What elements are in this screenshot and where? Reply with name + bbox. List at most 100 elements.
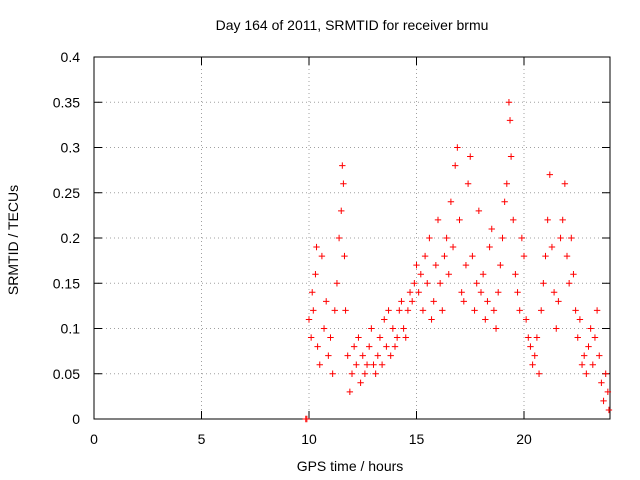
- data-point: [432, 261, 440, 269]
- data-point: [381, 316, 388, 323]
- data-point: [406, 289, 414, 296]
- data-point: [335, 234, 343, 242]
- data-point: [565, 280, 573, 287]
- data-point: [535, 370, 543, 377]
- data-point: [514, 289, 521, 296]
- data-point: [458, 289, 465, 296]
- y-tick-label: 0.35: [53, 94, 80, 110]
- data-point: [346, 388, 354, 396]
- data-point: [402, 334, 409, 341]
- data-point: [350, 343, 358, 350]
- x-tick-label: 15: [409, 431, 425, 447]
- data-point: [409, 298, 416, 305]
- data-point: [475, 207, 483, 215]
- data-point: [434, 216, 442, 224]
- data-point: [316, 361, 323, 368]
- data-point: [490, 307, 498, 314]
- data-point: [389, 325, 397, 332]
- data-point: [404, 307, 412, 314]
- data-point: [538, 307, 545, 314]
- data-point: [522, 316, 530, 323]
- data-point: [505, 99, 513, 106]
- data-point: [542, 252, 549, 260]
- data-point: [492, 325, 500, 332]
- data-point: [469, 252, 476, 260]
- data-point: [305, 316, 313, 323]
- data-point: [598, 379, 605, 386]
- data-point: [430, 298, 437, 305]
- data-point: [398, 298, 405, 305]
- data-point: [578, 361, 586, 368]
- data-point: [417, 271, 424, 278]
- data-point: [527, 343, 534, 350]
- data-point: [559, 216, 566, 224]
- data-point: [385, 307, 392, 314]
- data-point: [368, 325, 375, 332]
- data-point: [393, 334, 401, 341]
- x-axis-label: GPS time / hours: [297, 458, 404, 474]
- data-point: [529, 361, 536, 368]
- data-point: [572, 307, 579, 314]
- data-point: [415, 289, 422, 296]
- data-point: [587, 325, 594, 332]
- data-point: [550, 289, 558, 296]
- data-point: [512, 271, 519, 278]
- data-point: [576, 316, 584, 323]
- data-point: [473, 280, 480, 287]
- y-tick-label: 0.2: [61, 230, 81, 246]
- data-point: [436, 280, 444, 287]
- y-tick-label: 0.1: [61, 321, 81, 337]
- data-point: [355, 334, 362, 341]
- y-axis-label: SRMTID / TECUs: [5, 185, 21, 295]
- data-point: [568, 234, 575, 242]
- data-point: [467, 153, 474, 160]
- data-point: [307, 334, 315, 341]
- data-point: [495, 289, 502, 296]
- data-point: [518, 234, 526, 242]
- data-point: [604, 388, 612, 396]
- data-point: [605, 406, 613, 414]
- data-point: [309, 289, 316, 296]
- data-point: [318, 252, 326, 260]
- data-point: [471, 307, 478, 314]
- data-point: [464, 180, 472, 187]
- data-point: [548, 243, 556, 251]
- data-point: [428, 316, 435, 323]
- data-point: [359, 352, 366, 359]
- data-point: [449, 243, 457, 251]
- data-point: [486, 243, 493, 251]
- data-point: [510, 216, 517, 224]
- data-point: [445, 271, 452, 278]
- y-tick-label: 0: [72, 411, 80, 427]
- data-point: [313, 243, 320, 251]
- data-point: [439, 307, 446, 314]
- x-tick-label: 5: [198, 431, 206, 447]
- data-point: [497, 261, 504, 269]
- data-point: [460, 298, 467, 305]
- y-tick-label: 0.3: [61, 140, 81, 156]
- data-point: [443, 234, 450, 242]
- data-point: [378, 361, 386, 368]
- data-point: [482, 316, 489, 323]
- data-point: [503, 180, 510, 187]
- y-tick-label: 0.4: [61, 49, 81, 65]
- data-point: [323, 298, 330, 305]
- data-point: [329, 370, 336, 377]
- data-point: [383, 343, 390, 350]
- data-point: [525, 334, 532, 341]
- data-point: [447, 198, 455, 205]
- data-point: [363, 361, 371, 368]
- data-point: [602, 370, 609, 377]
- data-point: [544, 216, 551, 224]
- data-point: [344, 352, 351, 359]
- data-point: [370, 361, 377, 368]
- tick-marks: [93, 56, 610, 420]
- y-tick-label: 0.15: [53, 275, 80, 291]
- data-point: [581, 352, 588, 359]
- data-points: [302, 99, 613, 423]
- data-point: [516, 307, 523, 314]
- data-point: [314, 343, 321, 350]
- data-point: [325, 352, 332, 359]
- tick-labels: 0 0.05 0.1 0.15 0.2 0.25 0.3 0.35 0.4 0 5 10 15 20: [53, 49, 532, 447]
